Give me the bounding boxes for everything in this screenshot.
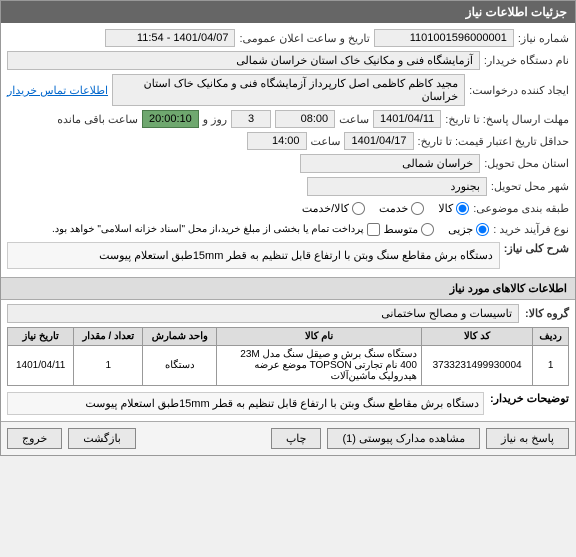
table-cell: 1401/04/11: [8, 346, 74, 386]
buyer-note-text: دستگاه برش مقاطع سنگ وبتن با ارتفاع قابل…: [7, 392, 484, 415]
table-cell: دستگاه سنگ برش و صیقل سنگ مدل 23M 400 نا…: [217, 346, 422, 386]
row-subject-class: طبقه بندی موضوعی: کالا خدمت کالا/خدمت: [7, 200, 569, 217]
validity-date: 1401/04/17: [344, 132, 413, 150]
row-buyer: نام دستگاه خریدار: آزمایشگاه فنی و مکانی…: [7, 51, 569, 70]
table-cell: دستگاه: [143, 346, 217, 386]
row-need-no: شماره نیاز: 1101001596000001 تاریخ و ساع…: [7, 29, 569, 47]
group-label: گروه کالا:: [525, 307, 569, 320]
need-desc-value: دستگاه برش مقاطع سنگ وبتن با ارتفاع قابل…: [7, 242, 500, 269]
back-button[interactable]: بازگشت: [68, 428, 136, 449]
deadline-time: 08:00: [275, 110, 335, 128]
items-thead: ردیفکد کالانام کالاواحد شمارشتعداد / مقد…: [8, 328, 569, 346]
subject-class-label: طبقه بندی موضوعی:: [473, 202, 569, 215]
radio-medium-label[interactable]: متوسط: [384, 223, 435, 236]
col-header: کد کالا: [421, 328, 532, 346]
items-tbody: 13733231499930004دستگاه سنگ برش و صیقل س…: [8, 346, 569, 386]
row-group: گروه کالا: تاسیسات و مصالح ساختمانی: [7, 304, 569, 323]
row-purchase-type: نوع فرآیند خرید : جزیی متوسط پرداخت تمام…: [7, 221, 569, 238]
radio-service[interactable]: [411, 202, 424, 215]
radio-both[interactable]: [352, 202, 365, 215]
buyer-value: آزمایشگاه فنی و مکانیک خاک استان خراسان …: [7, 51, 480, 70]
buyer-note-row: توضیحات خریدار: دستگاه برش مقاطع سنگ وبت…: [7, 392, 569, 415]
items-header: اطلاعات کالاهای مورد نیاز: [1, 277, 575, 300]
items-table: ردیفکد کالانام کالاواحد شمارشتعداد / مقد…: [7, 327, 569, 386]
radio-medium[interactable]: [421, 223, 434, 236]
buyer-label: نام دستگاه خریدار:: [484, 54, 569, 67]
need-no-label: شماره نیاز:: [518, 32, 569, 45]
deadline-date: 1401/04/11: [373, 110, 441, 128]
row-deadline: مهلت ارسال پاسخ: تا تاریخ: 1401/04/11 سا…: [7, 110, 569, 128]
subject-class-radios: کالا خدمت کالا/خدمت: [302, 200, 469, 217]
radio-small[interactable]: [476, 223, 489, 236]
creator-label: ایجاد کننده درخواست:: [469, 84, 569, 97]
city-value: بجنورد: [307, 177, 487, 196]
validity-label: حداقل تاریخ اعتبار قیمت: تا تاریخ:: [418, 135, 569, 148]
col-header: تعداد / مقدار: [74, 328, 143, 346]
need-no-value: 1101001596000001: [374, 29, 514, 47]
group-value: تاسیسات و مصالح ساختمانی: [7, 304, 519, 323]
creator-value: مجید کاظم کاظمی اصل کارپرداز آزمایشگاه ف…: [112, 74, 465, 106]
radio-service-label[interactable]: خدمت: [379, 202, 424, 215]
row-need-desc: شرح کلی نیاز: دستگاه برش مقاطع سنگ وبتن …: [7, 242, 569, 273]
row-province: استان محل تحویل: خراسان شمالی: [7, 154, 569, 173]
table-row: 13733231499930004دستگاه سنگ برش و صیقل س…: [8, 346, 569, 386]
col-header: ردیف: [533, 328, 569, 346]
days-remain: 3: [231, 110, 271, 128]
radio-goods[interactable]: [456, 202, 469, 215]
purchase-type-radios: جزیی متوسط: [384, 221, 490, 238]
time-label-1: ساعت: [339, 113, 369, 126]
province-value: خراسان شمالی: [300, 154, 480, 173]
radio-goods-label[interactable]: کالا: [438, 202, 469, 215]
row-city: شهر محل تحویل: بجنورد: [7, 177, 569, 196]
time-label-2: ساعت: [311, 135, 341, 148]
purchase-type-label: نوع فرآیند خرید :: [493, 223, 569, 236]
col-header: واحد شمارش: [143, 328, 217, 346]
table-cell: 1: [74, 346, 143, 386]
hours-remain: 20:00:10: [142, 110, 199, 128]
announce-value: 1401/04/07 - 11:54: [105, 29, 235, 47]
hours-remain-label: ساعت باقی مانده: [57, 113, 138, 126]
contact-link[interactable]: اطلاعات تماس خریدار: [7, 84, 108, 97]
need-desc-label: شرح کلی نیاز:: [504, 242, 569, 255]
table-cell: 3733231499930004: [421, 346, 532, 386]
details-panel: جزئیات اطلاعات نیاز شماره نیاز: 11010015…: [0, 0, 576, 456]
spacer: [142, 428, 265, 449]
days-remain-label: روز و: [203, 113, 227, 126]
col-header: نام کالا: [217, 328, 422, 346]
radio-small-label[interactable]: جزیی: [448, 223, 489, 236]
panel-body: شماره نیاز: 1101001596000001 تاریخ و ساع…: [1, 23, 575, 421]
province-label: استان محل تحویل:: [484, 157, 569, 170]
buyer-note-label: توضیحات خریدار:: [490, 392, 569, 405]
col-header: تاریخ نیاز: [8, 328, 74, 346]
validity-time: 14:00: [247, 132, 307, 150]
row-creator: ایجاد کننده درخواست: مجید کاظم کاظمی اصل…: [7, 74, 569, 106]
payment-checkbox[interactable]: [367, 223, 380, 236]
radio-both-label[interactable]: کالا/خدمت: [302, 202, 365, 215]
payment-note-label[interactable]: پرداخت تمام یا بخشی از مبلغ خرید،از محل …: [52, 223, 380, 236]
attachments-button[interactable]: مشاهده مدارک پیوستی (1): [327, 428, 480, 449]
row-validity: حداقل تاریخ اعتبار قیمت: تا تاریخ: 1401/…: [7, 132, 569, 150]
announce-label: تاریخ و ساعت اعلان عمومی:: [239, 32, 369, 45]
panel-header: جزئیات اطلاعات نیاز: [1, 1, 575, 23]
deadline-label: مهلت ارسال پاسخ: تا تاریخ:: [445, 113, 569, 126]
exit-button[interactable]: خروج: [7, 428, 62, 449]
city-label: شهر محل تحویل:: [491, 180, 569, 193]
print-button[interactable]: چاپ: [271, 428, 322, 449]
table-cell: 1: [533, 346, 569, 386]
panel-title: جزئیات اطلاعات نیاز: [466, 5, 567, 19]
button-bar: پاسخ به نیاز مشاهده مدارک پیوستی (1) چاپ…: [1, 421, 575, 455]
reply-button[interactable]: پاسخ به نیاز: [486, 428, 569, 449]
